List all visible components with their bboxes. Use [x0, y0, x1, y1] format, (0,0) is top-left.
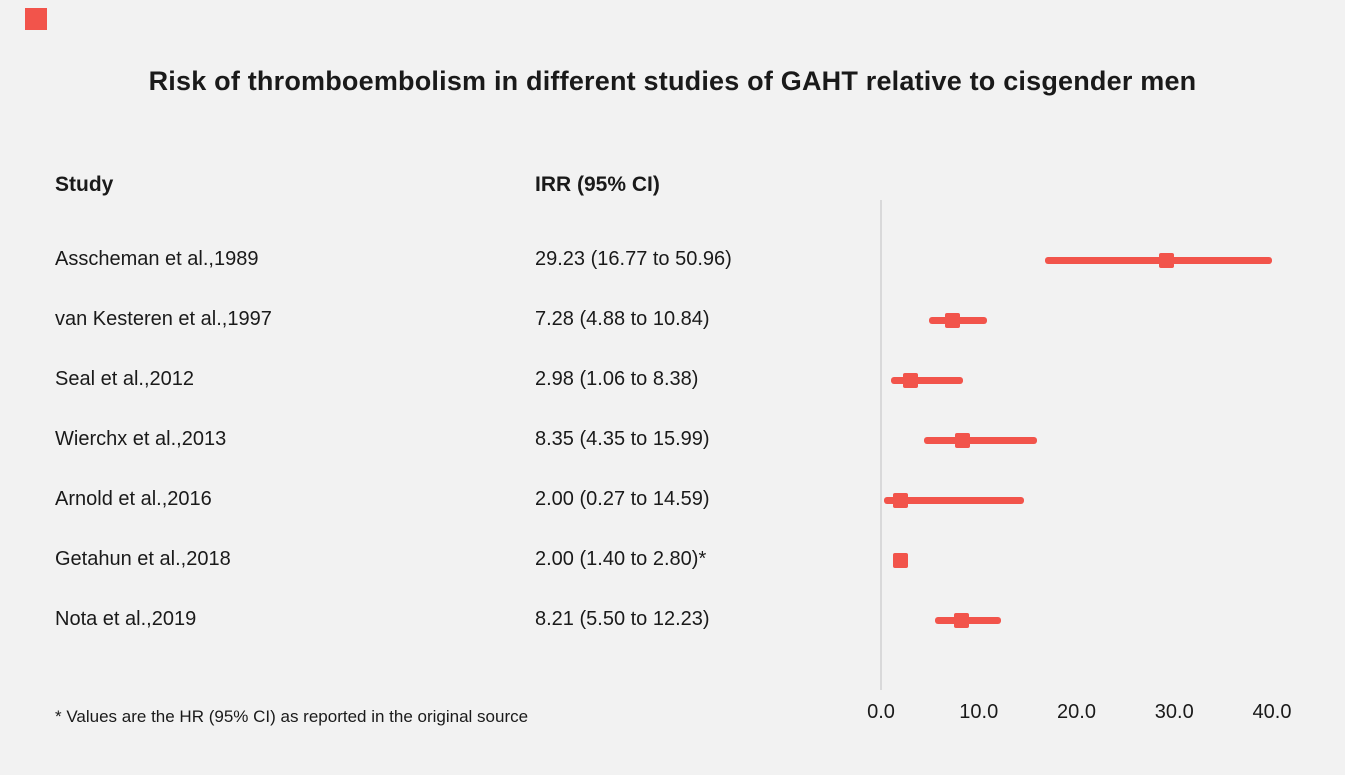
x-tick-label: 20.0 — [1057, 701, 1096, 723]
irr-ci-value: 2.00 (1.40 to 2.80)* — [535, 548, 707, 570]
column-header-irr: IRR (95% CI) — [535, 173, 660, 196]
irr-ci-value: 7.28 (4.88 to 10.84) — [535, 308, 710, 330]
study-label: van Kesteren et al.,1997 — [55, 308, 272, 330]
confidence-interval-line — [1044, 256, 1272, 264]
irr-ci-value: 29.23 (16.77 to 50.96) — [535, 248, 732, 270]
point-estimate-marker — [902, 372, 918, 388]
irr-ci-value: 2.00 (0.27 to 14.59) — [535, 488, 710, 510]
brand-square-icon — [25, 8, 47, 30]
study-label: Arnold et al.,2016 — [55, 488, 212, 510]
point-estimate-marker — [944, 312, 960, 328]
study-label: Wierchx et al.,2013 — [55, 428, 227, 450]
x-tick-label: 0.0 — [867, 701, 895, 723]
study-label: Nota et al.,2019 — [55, 608, 197, 630]
point-estimate-marker — [953, 612, 969, 628]
irr-ci-value: 8.35 (4.35 to 15.99) — [535, 428, 710, 450]
confidence-interval-line — [883, 496, 1024, 504]
confidence-interval-line — [891, 376, 963, 384]
point-estimate-marker — [893, 492, 909, 508]
confidence-interval-line — [923, 436, 1038, 444]
point-estimate-marker — [955, 432, 971, 448]
study-label: Asscheman et al.,1989 — [55, 248, 259, 270]
x-tick-label: 40.0 — [1252, 701, 1292, 723]
chart-title: Risk of thromboembolism in different stu… — [148, 66, 1197, 96]
x-tick-label: 10.0 — [959, 701, 999, 723]
irr-ci-value: 2.98 (1.06 to 8.38) — [535, 368, 699, 390]
point-estimate-marker — [1159, 252, 1175, 268]
footnote: * Values are the HR (95% CI) as reported… — [55, 707, 529, 726]
zero-axis-line — [880, 200, 882, 690]
irr-ci-value: 8.21 (5.50 to 12.23) — [535, 608, 710, 630]
x-tick-label: 30.0 — [1154, 701, 1194, 723]
study-label: Seal et al.,2012 — [55, 368, 194, 390]
plot-area — [880, 200, 1272, 690]
column-header-study: Study — [55, 173, 114, 196]
point-estimate-marker — [893, 552, 909, 568]
study-label: Getahun et al.,2018 — [55, 548, 231, 570]
